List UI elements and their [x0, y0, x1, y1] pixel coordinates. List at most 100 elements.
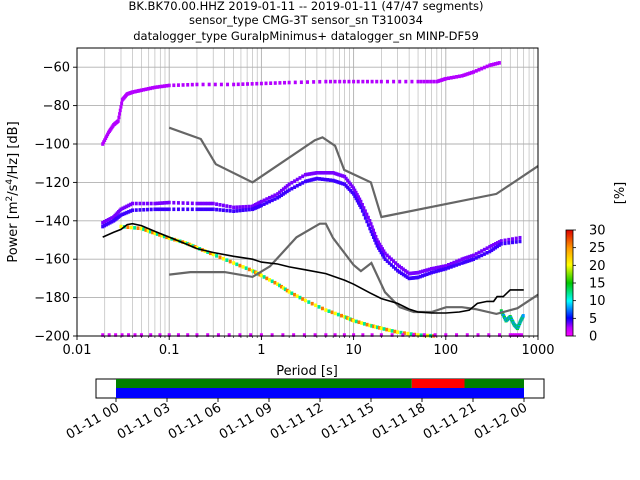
pdf-cell — [195, 245, 199, 250]
pdf-cell — [148, 86, 152, 91]
pdf-cell — [508, 333, 512, 337]
pdf-cell — [305, 172, 309, 177]
pdf-cell — [498, 333, 502, 337]
pdf-cell — [105, 134, 109, 139]
pdf-cell — [118, 108, 122, 113]
pdf-cell — [362, 212, 366, 217]
pdf-cell — [470, 258, 474, 262]
pdf-cell — [518, 235, 522, 240]
pdf-cell — [488, 244, 492, 249]
pdf-cell — [340, 313, 344, 318]
pdf-cell — [379, 250, 383, 255]
pdf-cell — [385, 327, 389, 332]
pdf-cell — [518, 239, 522, 244]
colorbar: 0 5 10 15 20 25 30 [%] — [565, 182, 628, 345]
pdf-cell — [189, 243, 193, 248]
pdf-cell — [247, 204, 251, 209]
pdf-cell — [127, 203, 131, 208]
pdf-cell — [494, 242, 498, 246]
pdf-cell — [190, 207, 194, 212]
colorbar-tick-label: 0 — [589, 330, 597, 345]
pdf-cell — [370, 333, 374, 337]
pdf-cell — [368, 226, 372, 231]
pdf-cell — [285, 189, 289, 194]
pdf-cell — [423, 268, 427, 273]
availability-used-segment — [464, 379, 524, 388]
pdf-cell — [293, 80, 297, 85]
pdf-cell — [208, 207, 212, 212]
pdf-cell — [215, 207, 219, 212]
pdf-cell — [474, 256, 478, 260]
pdf-cell — [354, 196, 358, 201]
pdf-cell — [295, 294, 299, 298]
pdf-cell — [376, 240, 380, 245]
pdf-cell — [191, 244, 195, 248]
pdf-cell — [118, 112, 122, 116]
pdf-cell — [439, 265, 443, 269]
pdf-cell — [390, 333, 394, 337]
pdf-cell — [376, 325, 380, 330]
pdf-cell — [495, 244, 499, 249]
pdf-cell — [318, 171, 322, 175]
pdf-cell — [385, 253, 389, 258]
pdf-cell — [153, 85, 157, 90]
y-tick-label: −60 — [43, 61, 70, 76]
pdf-cell — [497, 61, 501, 65]
noise-model-line — [168, 126, 539, 219]
pdf-cell — [299, 80, 303, 85]
pdf-cell — [145, 207, 149, 212]
pdf-cell — [368, 323, 372, 328]
pdf-cell — [302, 333, 306, 337]
pdf-cell — [513, 333, 517, 337]
pdf-cell — [341, 181, 345, 186]
x-tick-label: 10 — [345, 343, 362, 358]
pdf-cell — [101, 333, 105, 337]
pdf-cell — [307, 300, 311, 304]
pdf-cell — [287, 188, 291, 192]
pdf-cell — [228, 204, 232, 209]
y-tick-label: −200 — [34, 330, 70, 345]
pdf-cell — [464, 259, 468, 264]
pdf-cell — [374, 325, 378, 329]
pdf-cell — [278, 190, 282, 195]
pdf-cell — [396, 263, 400, 267]
pdf-cell — [149, 207, 153, 212]
pdf-cell — [190, 201, 194, 206]
pdf-cell — [292, 333, 296, 337]
grid-lines — [76, 48, 538, 337]
pdf-cell — [283, 190, 287, 195]
pdf-cell — [403, 274, 407, 278]
pdf-cell — [133, 226, 137, 230]
pdf-cell — [134, 201, 138, 206]
pdf-cell — [372, 324, 376, 329]
pdf-cell — [160, 84, 164, 89]
pdf-cell — [104, 222, 108, 227]
pdf-cell — [287, 80, 291, 85]
pdf-cell — [434, 269, 438, 274]
pdf-cell — [208, 201, 212, 206]
pdf-cell — [238, 205, 242, 209]
pdf-cell — [425, 79, 429, 84]
pdf-cell — [444, 264, 448, 268]
pdf-cell — [320, 171, 324, 175]
pdf-cell — [347, 180, 351, 185]
pdf-cell — [335, 172, 339, 176]
pdf-cell — [158, 233, 162, 237]
pdf-cell — [490, 248, 494, 253]
pdf-cell — [268, 195, 272, 200]
pdf-cell — [268, 278, 272, 282]
pdf-cell — [354, 190, 358, 195]
pdf-cell — [276, 195, 280, 200]
pdf-cell — [422, 79, 426, 84]
pdf-cell — [155, 232, 159, 236]
pdf-cell — [434, 266, 438, 270]
pdf-cell — [333, 333, 337, 337]
pdf-cell — [344, 176, 348, 181]
pdf-cell — [337, 172, 341, 177]
pdf-cell — [232, 261, 236, 265]
pdf-cell — [311, 171, 315, 176]
pdf-cell — [347, 79, 351, 84]
pdf-cell — [119, 224, 123, 229]
pdf-cell — [151, 230, 155, 235]
pdf-cell — [378, 248, 382, 253]
